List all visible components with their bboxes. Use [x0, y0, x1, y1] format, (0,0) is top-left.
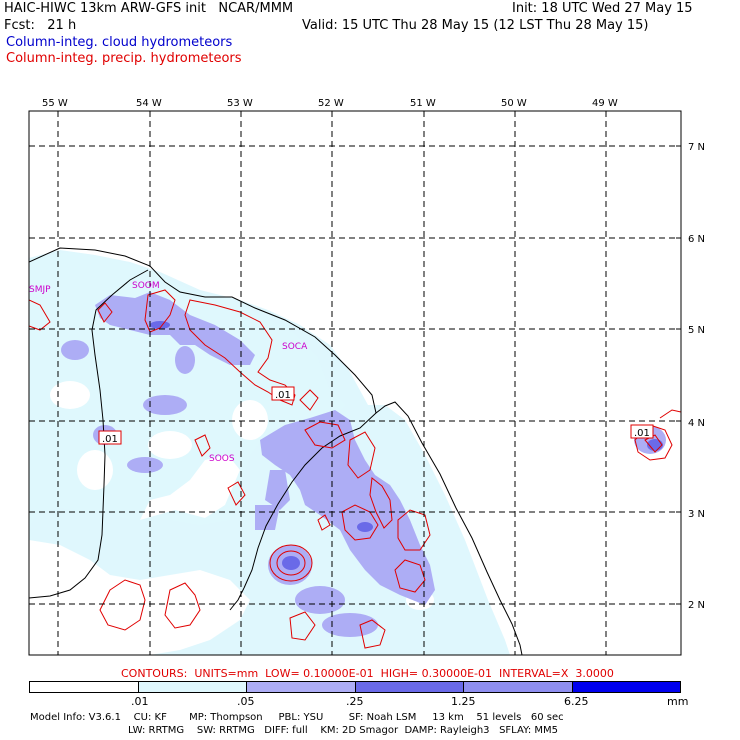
lon-label: 52 W [318, 98, 344, 109]
coastline [29, 247, 523, 655]
colorbar-tick: .01 [131, 695, 149, 708]
colorbar-bin [138, 682, 247, 692]
cloud-dark-field [150, 321, 663, 570]
lon-label: 54 W [136, 98, 162, 109]
lat-label: 4 N [688, 418, 705, 429]
legend-precip: Column-integ. precip. hydrometeors [6, 51, 242, 66]
graticule [29, 111, 681, 655]
colorbar-tick: 1.25 [451, 695, 476, 708]
lat-label: 2 N [688, 600, 705, 611]
colorbar-bin [572, 682, 680, 692]
colorbar-bin [30, 682, 139, 692]
lon-label: 51 W [410, 98, 436, 109]
lat-label: 6 N [688, 234, 705, 245]
chart-title: HAIC-HIWC 13km ARW-GFS init NCAR/MMM [4, 1, 294, 16]
colorbar-unit: mm [667, 695, 689, 708]
colorbar-tick: .25 [346, 695, 364, 708]
svg-text:.01: .01 [275, 390, 291, 401]
forecast-hour: Fcst: 21 h [4, 18, 77, 33]
cloud-gap-field [29, 381, 434, 655]
lon-label: 50 W [501, 98, 527, 109]
contour-label: .01 [98, 430, 122, 445]
contour-label: .01 [271, 386, 295, 401]
colorbar-tick: .05 [237, 695, 255, 708]
colorbar-bin [464, 682, 573, 692]
lat-label: 5 N [688, 325, 705, 336]
station-label: SOOS [209, 454, 235, 464]
colorbar-tick: 6.25 [564, 695, 589, 708]
station-label: SOCA [282, 342, 308, 352]
contour-label: .01 [630, 424, 654, 439]
svg-text:.01: .01 [102, 434, 118, 445]
contours-info: CONTOURS: UNITS=mm LOW= 0.10000E-01 HIGH… [121, 667, 614, 680]
valid-time: Valid: 15 UTC Thu 28 May 15 (12 LST Thu … [302, 18, 649, 33]
lon-label: 49 W [592, 98, 618, 109]
colorbar-bin [355, 682, 464, 692]
map-frame [28, 110, 682, 656]
colorbar-bin [247, 682, 356, 692]
station-label: SMJP [29, 285, 51, 295]
init-time: Init: 18 UTC Wed 27 May 15 [512, 1, 693, 16]
lon-label: 55 W [42, 98, 68, 109]
lon-label: 53 W [227, 98, 253, 109]
colorbar [29, 681, 681, 693]
svg-text:.01: .01 [634, 428, 650, 439]
lat-label: 3 N [688, 509, 705, 520]
model-info-line2: LW: RRTMG SW: RRTMG DIFF: full KM: 2D Sm… [128, 725, 558, 736]
station-label: SOOM [132, 281, 160, 291]
lat-label: 7 N [688, 142, 705, 153]
legend-cloud: Column-integ. cloud hydrometeors [6, 35, 233, 50]
precip-contours [29, 289, 681, 649]
model-info-line1: Model Info: V3.6.1 CU: KF MP: Thompson P… [30, 712, 564, 723]
